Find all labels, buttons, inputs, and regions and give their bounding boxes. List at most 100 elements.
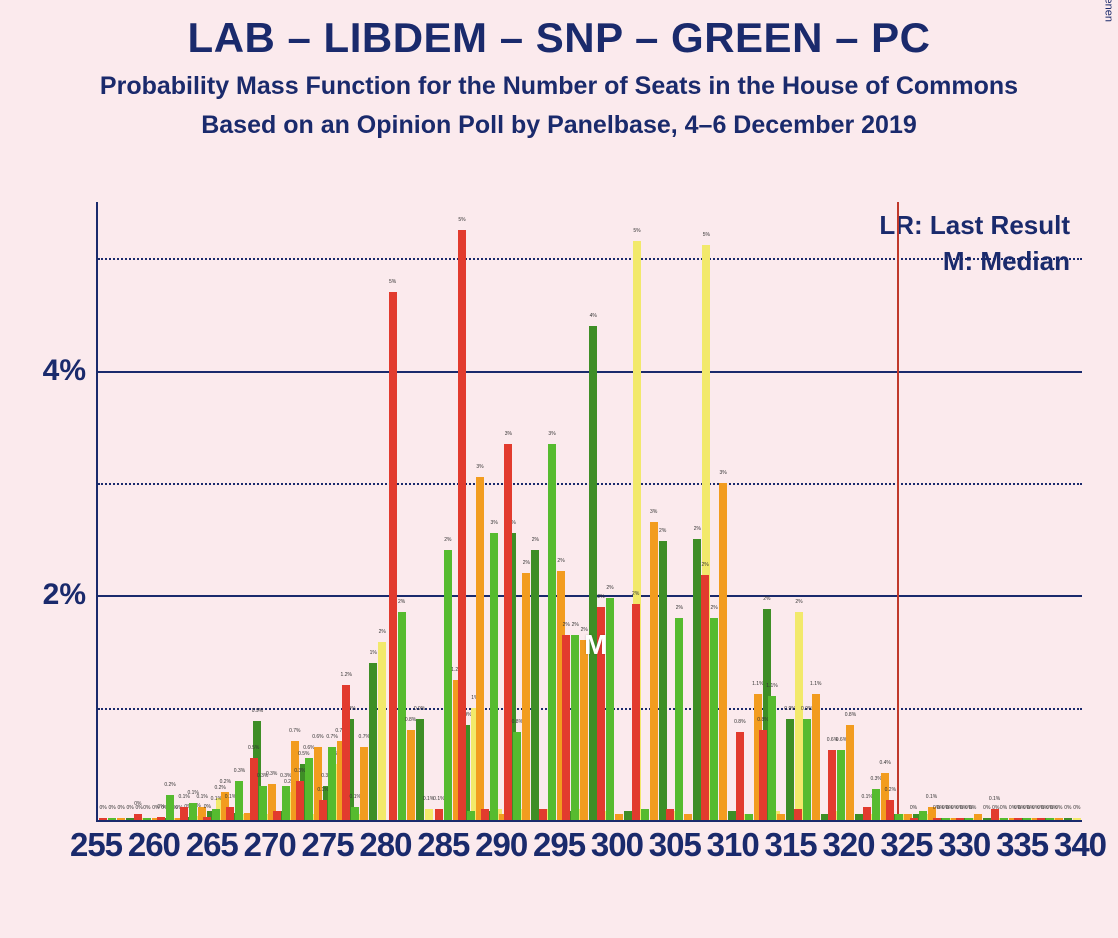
bar-value-label: 2%	[711, 605, 718, 611]
bar-value-label: 0%	[910, 805, 917, 811]
bar	[650, 522, 658, 820]
bar	[134, 814, 142, 820]
bar	[745, 814, 753, 820]
x-tick-label: 270	[244, 826, 296, 864]
bar	[933, 818, 941, 820]
legend-median: M: Median	[943, 246, 1070, 277]
bar	[305, 758, 313, 820]
bar-value-label: 2%	[557, 558, 564, 564]
bar	[571, 635, 579, 820]
bar-value-label: 0.5%	[248, 745, 259, 751]
bar	[828, 750, 836, 820]
bar-value-label: 0%	[1046, 805, 1053, 811]
bar	[539, 809, 547, 820]
bar-value-label: 0.1%	[350, 794, 361, 800]
bar-value-label: 0.1%	[196, 794, 207, 800]
bar	[641, 809, 649, 820]
bar	[481, 809, 489, 820]
bar	[273, 811, 281, 820]
bar-value-label: 0.3%	[870, 776, 881, 782]
bar-value-label: 4%	[590, 313, 597, 319]
bar	[895, 814, 903, 820]
bar-value-label: 0%	[1023, 805, 1030, 811]
median-label: M	[584, 629, 607, 661]
y-axis-label: 2%	[43, 578, 86, 612]
bar-value-label: 2%	[606, 585, 613, 591]
chart-subtitle2: Based on an Opinion Poll by Panelbase, 4…	[0, 111, 1118, 140]
x-tick-label: 280	[359, 826, 411, 864]
bar	[1073, 818, 1081, 820]
bar	[615, 814, 623, 820]
bar-value-label: 2%	[523, 560, 530, 566]
bar-value-label: 0.1%	[317, 787, 328, 793]
x-tick-label: 255	[70, 826, 122, 864]
bar-value-label: 0.9%	[784, 706, 795, 712]
bar	[803, 719, 811, 820]
chart-plot-area: LR: Last Result M: Median 0%0%0%0%0%0%0%…	[96, 202, 1082, 822]
bar-value-label: 2%	[444, 537, 451, 543]
bar-value-label: 5%	[458, 217, 465, 223]
bar	[117, 818, 125, 820]
bar-value-label: 0%	[1064, 805, 1071, 811]
bar-value-label: 2%	[597, 594, 604, 600]
bar	[143, 818, 151, 820]
bar-value-label: 0.9%	[414, 706, 425, 712]
x-tick-label: 285	[417, 826, 469, 864]
bar	[956, 818, 964, 820]
bar	[235, 781, 243, 820]
bar-value-label: 0%	[157, 804, 164, 810]
bar-value-label: 0.6%	[303, 745, 314, 751]
bar	[389, 292, 397, 820]
bar-value-label: 0%	[127, 805, 134, 811]
bar-value-label: 2%	[763, 596, 770, 602]
x-tick-label: 290	[475, 826, 527, 864]
bar-value-label: 0%	[109, 805, 116, 811]
bar-value-label: 0%	[1055, 805, 1062, 811]
bar-value-label: 2%	[632, 591, 639, 597]
x-tick-label: 335	[996, 826, 1048, 864]
bar-value-label: 0.3%	[294, 768, 305, 774]
bar	[942, 818, 950, 820]
bar	[1037, 818, 1045, 820]
bar	[548, 444, 556, 820]
bar	[531, 550, 539, 820]
bar	[1014, 818, 1022, 820]
bar	[701, 575, 709, 820]
bar	[259, 786, 267, 820]
bar	[157, 817, 165, 820]
bar-value-label: 2%	[694, 526, 701, 532]
bar-value-label: 0.1%	[225, 794, 236, 800]
bar-value-label: 5%	[633, 228, 640, 234]
bar-value-label: 5%	[703, 232, 710, 238]
bar-value-label: 0.8%	[734, 719, 745, 725]
bar-value-label: 0.7%	[326, 734, 337, 740]
bar-value-label: 0%	[956, 805, 963, 811]
bar	[777, 814, 785, 820]
bar	[166, 795, 174, 820]
bar	[1046, 818, 1054, 820]
bar	[872, 789, 880, 820]
bar	[919, 811, 927, 820]
x-tick-label: 305	[649, 826, 701, 864]
chart-subtitle: Probability Mass Function for the Number…	[0, 72, 1118, 101]
bar	[910, 818, 918, 820]
bar-value-label: 0.1%	[861, 794, 872, 800]
bar	[476, 477, 484, 820]
bar	[407, 730, 415, 820]
bar-value-label: 0%	[965, 805, 972, 811]
bar	[513, 732, 521, 820]
x-tick-label: 340	[1054, 826, 1106, 864]
bar	[458, 230, 466, 820]
bar-value-label: 0.1%	[211, 796, 222, 802]
x-axis-labels: 2552602652702752802852902953003053103153…	[96, 826, 1080, 886]
bar	[1000, 818, 1008, 820]
bar-value-label: 2%	[572, 622, 579, 628]
x-tick-label: 275	[301, 826, 353, 864]
legend-last-result: LR: Last Result	[879, 210, 1070, 241]
bar	[632, 604, 640, 820]
bar-value-label: 0.6%	[836, 737, 847, 743]
bar-value-label: 0.1%	[989, 796, 1000, 802]
bar	[659, 541, 667, 820]
bar-value-label: 0.1%	[926, 794, 937, 800]
bar-value-label: 2%	[532, 537, 539, 543]
